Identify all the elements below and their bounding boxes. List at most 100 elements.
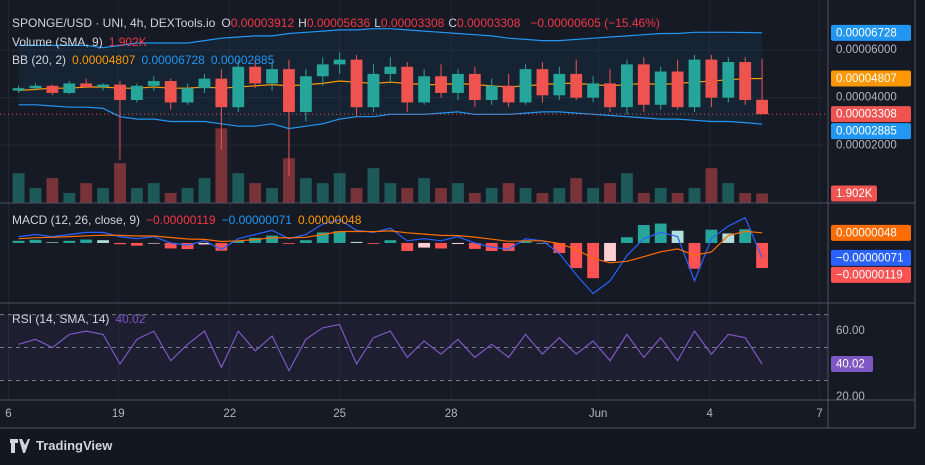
volume-bar xyxy=(299,178,312,203)
candle-body xyxy=(114,84,126,101)
volume-bar xyxy=(604,183,616,203)
volume-bar xyxy=(283,158,295,203)
price-label: 0.00000048 xyxy=(836,227,897,239)
x-tick-label: Jun xyxy=(589,408,608,420)
candle-body xyxy=(553,73,566,96)
ohlc-key: C xyxy=(448,16,457,30)
candle-body xyxy=(333,59,346,65)
ohlc-key: L xyxy=(374,16,381,30)
volume-bar xyxy=(232,173,245,203)
candle-body xyxy=(502,85,515,103)
ohlc-value: 0.00003308 xyxy=(380,16,445,30)
macd-histogram-bar xyxy=(739,229,752,243)
macd-histogram-bar xyxy=(756,242,769,269)
candle-body xyxy=(215,78,228,108)
volume-bar xyxy=(502,183,515,203)
candle-body xyxy=(756,99,769,115)
ohlc-value: 0.00005636 xyxy=(306,16,371,30)
bb-lower xyxy=(18,104,763,130)
price-label-box xyxy=(831,70,911,87)
candle-body xyxy=(164,81,177,103)
y-tick-label: 0.00006000 xyxy=(836,44,897,56)
rsi-label-box xyxy=(831,356,873,373)
volume-bar xyxy=(266,188,278,203)
macd-histogram-bar xyxy=(435,242,447,249)
volume-label: 1.902K xyxy=(836,188,873,200)
macd-histogram-bar xyxy=(654,223,667,243)
macd-histogram-bar xyxy=(80,239,93,243)
macd-histogram-bar xyxy=(333,231,346,243)
candle-body xyxy=(80,83,93,87)
bb-title: BB (20, 2) xyxy=(12,53,67,67)
candle-body xyxy=(97,84,109,87)
volume-bar xyxy=(671,193,684,203)
x-tick-label: 28 xyxy=(445,408,458,420)
candle-body xyxy=(739,62,752,101)
macd-histogram-bar xyxy=(215,242,228,251)
macd-histogram-bar xyxy=(12,240,25,243)
volume-bar xyxy=(637,193,650,203)
volume-bar xyxy=(316,183,329,203)
macd-histogram-bar xyxy=(97,240,109,243)
volume-bar xyxy=(198,178,211,203)
macd-histogram-bar xyxy=(604,242,616,262)
candle-body xyxy=(705,59,718,98)
volume-bar xyxy=(468,193,481,203)
volume-bar xyxy=(519,188,532,203)
volume-bar xyxy=(12,173,25,203)
volume-bar xyxy=(435,188,447,203)
macd-histogram-bar xyxy=(570,242,583,269)
bb-upper xyxy=(18,28,763,49)
volume-bar xyxy=(333,173,346,203)
price-label-box xyxy=(831,266,911,283)
x-tick-label: 4 xyxy=(707,408,714,420)
y-tick-label: 0.00004000 xyxy=(836,92,897,104)
macd-histogram-bar xyxy=(232,240,245,243)
candle-body xyxy=(621,64,633,108)
footer: TradingView xyxy=(10,438,112,453)
candle-body xyxy=(519,69,532,103)
macd-histogram-bar xyxy=(299,240,312,243)
bb-legend: BB (20, 2) 0.00004807 0.00006728 0.00002885 xyxy=(12,53,280,67)
bb-basis-value: 0.00004807 xyxy=(72,53,136,67)
candle-body xyxy=(46,85,59,93)
change: −0.00000605 (−15.46%) xyxy=(530,16,660,30)
candle-body xyxy=(12,88,25,91)
volume-bar xyxy=(114,163,126,203)
volume-bar xyxy=(367,168,380,203)
volume-legend: Volume (SMA, 9) 1.902K xyxy=(12,35,153,49)
macd-histogram-bar xyxy=(283,242,295,244)
rsi-label: 40.02 xyxy=(836,359,865,371)
x-tick-label: 19 xyxy=(112,408,125,420)
price-label: 0.00003308 xyxy=(836,109,897,121)
volume-bar xyxy=(418,178,431,203)
bb-lower-value: 0.00002885 xyxy=(210,53,275,67)
macd-histogram-bar xyxy=(587,242,600,279)
volume-bar xyxy=(621,173,633,203)
candle-body xyxy=(63,83,76,93)
volume-bar xyxy=(215,128,228,203)
candle-body xyxy=(29,85,42,89)
x-tick-label: 22 xyxy=(223,408,236,420)
volume-bar xyxy=(97,188,109,203)
signal-line xyxy=(18,230,763,264)
rsi-line xyxy=(18,323,763,372)
macd-histogram-bar xyxy=(350,241,363,243)
volume-bar xyxy=(384,183,397,203)
symbol-legend: SPONGE/USD · UNI, 4h, DEXTools.io O0.0000… xyxy=(12,16,666,30)
rsi-value: 40.02 xyxy=(115,312,146,326)
volume-bar xyxy=(739,193,752,203)
volume-bar xyxy=(452,183,464,203)
candle-body xyxy=(350,59,363,108)
volume-bar xyxy=(164,193,177,203)
volume-bar xyxy=(688,188,701,203)
volume-bar xyxy=(756,193,769,203)
candle-body xyxy=(384,66,397,74)
macd-histogram-bar xyxy=(688,242,701,269)
macd-histogram-bar xyxy=(637,225,650,243)
volume-bar xyxy=(181,188,194,203)
macd-signal-value: 0.00000048 xyxy=(297,213,362,227)
ohlc: O0.00003912 H0.00005636 L0.00003308 C0.0000… xyxy=(221,16,524,30)
y-tick-label: 20.00 xyxy=(836,391,865,403)
